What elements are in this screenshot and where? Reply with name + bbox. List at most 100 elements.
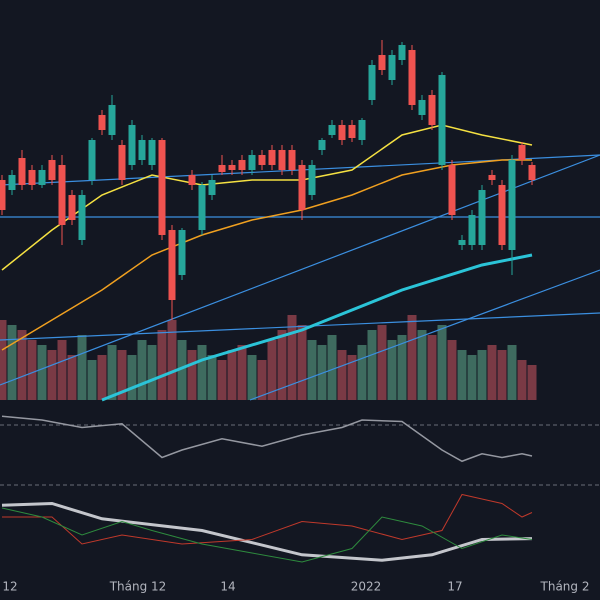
candle-body	[48, 160, 56, 180]
volume-bar	[87, 360, 97, 400]
candle-body	[338, 125, 346, 140]
candle-body	[508, 160, 516, 250]
volume-bar	[0, 320, 7, 400]
volume-bar	[487, 345, 497, 400]
volume-bar	[307, 340, 317, 400]
volume-bar	[197, 345, 207, 400]
moving-average	[101, 253, 533, 402]
volume-bar	[517, 360, 527, 400]
candle-body	[428, 95, 436, 125]
oscillator-line	[1, 507, 533, 563]
candle-body	[168, 230, 176, 300]
candle-body	[368, 65, 376, 100]
volume-bar	[477, 350, 487, 400]
candle-body	[498, 185, 506, 245]
volume-bar	[147, 345, 157, 400]
candle-body	[268, 150, 276, 165]
volume-bar	[357, 345, 367, 400]
volume-bar	[387, 340, 397, 400]
candle-body	[38, 170, 46, 185]
candle-body	[218, 165, 226, 172]
candle-body	[298, 165, 306, 210]
volume-bar	[467, 355, 477, 400]
moving-average	[1, 159, 532, 351]
volume-bar	[247, 355, 257, 400]
volume-bar	[317, 345, 327, 400]
candle-body	[378, 55, 386, 70]
x-tick-label: 2022	[351, 580, 382, 594]
volume-bar	[407, 315, 417, 400]
candle-body	[58, 165, 66, 225]
candle-body	[258, 155, 266, 165]
volume-bar	[237, 345, 247, 400]
candle-body	[28, 170, 36, 185]
candle-body	[518, 145, 526, 160]
candle-body	[398, 45, 406, 60]
candle-body	[448, 165, 456, 215]
volume-bar	[267, 340, 277, 400]
volume-bar	[37, 345, 47, 400]
volume-bar	[277, 330, 287, 400]
candle-body	[98, 115, 106, 130]
candle-body	[128, 125, 136, 165]
candle-body	[238, 160, 246, 170]
volume-bar	[137, 340, 147, 400]
volume-bar	[27, 340, 37, 400]
volume-bar	[107, 345, 117, 400]
moving-average	[1, 124, 533, 271]
candle-body	[148, 140, 156, 165]
volume-bar	[427, 335, 437, 400]
volume-bar	[507, 345, 517, 400]
candle-body	[438, 75, 446, 165]
volume-bar	[117, 350, 127, 400]
candle-body	[468, 215, 476, 245]
volume-bar	[187, 350, 197, 400]
oscillator-line	[1, 501, 533, 562]
candle-body	[308, 165, 316, 195]
candle-body	[228, 165, 236, 170]
candle-body	[528, 165, 536, 180]
volume-bar	[177, 340, 187, 400]
candle-body	[198, 185, 206, 230]
volume-bar	[7, 325, 17, 400]
x-tick-label: 12	[2, 580, 17, 594]
volume-bar	[327, 335, 337, 400]
candle-body	[358, 120, 366, 140]
candle-body	[158, 140, 166, 235]
candle-body	[108, 105, 116, 135]
volume-bar	[167, 320, 177, 400]
volume-bar	[67, 355, 77, 400]
volume-bar	[297, 325, 307, 400]
volume-bar	[527, 365, 537, 400]
candle-body	[8, 175, 16, 190]
candle-body	[488, 175, 496, 180]
oscillator-line	[2, 493, 533, 545]
candle-body	[208, 180, 216, 195]
candle-body	[88, 140, 96, 180]
candle-body	[188, 175, 196, 185]
trend-line	[249, 269, 600, 401]
x-tick-label: 17	[447, 580, 462, 594]
x-tick-label: 14	[220, 580, 235, 594]
volume-bar	[397, 335, 407, 400]
volume-bar	[207, 355, 217, 400]
candle-body	[458, 240, 466, 245]
volume-bar	[377, 325, 387, 400]
volume-bar	[127, 355, 137, 400]
candle-body	[248, 155, 256, 170]
x-tick-label: Tháng 12	[109, 580, 167, 594]
volume-bar	[337, 350, 347, 400]
volume-bar	[497, 350, 507, 400]
volume-bar	[367, 330, 377, 400]
candle-body	[418, 100, 426, 115]
candle-body	[408, 50, 416, 105]
volume-bar	[57, 340, 67, 400]
x-tick-label: Tháng 2	[540, 580, 590, 594]
volume-bar	[227, 350, 237, 400]
volume-bar	[417, 330, 427, 400]
volume-bar	[457, 350, 467, 400]
trend-line	[0, 312, 600, 341]
candle-body	[68, 195, 76, 220]
candle-body	[118, 145, 126, 180]
